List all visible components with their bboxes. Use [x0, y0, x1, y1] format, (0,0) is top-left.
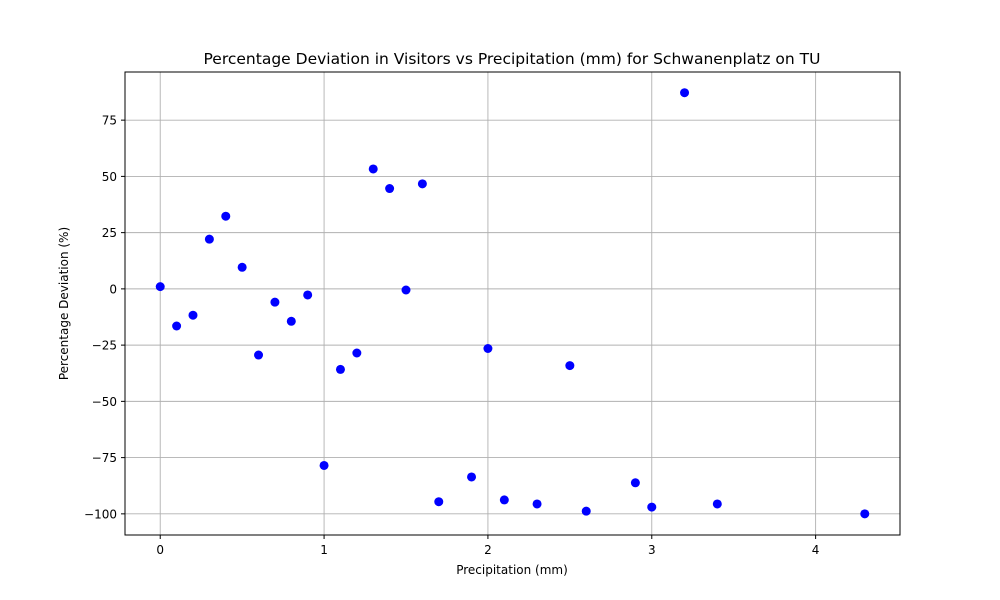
data-point — [860, 509, 870, 519]
data-point — [565, 361, 575, 371]
data-point — [204, 234, 214, 244]
x-axis-label: Precipitation (mm) — [456, 563, 568, 577]
data-point — [188, 310, 198, 320]
data-point — [630, 478, 640, 488]
data-point — [172, 321, 182, 331]
plot-frame — [124, 71, 901, 536]
data-point — [434, 497, 444, 507]
data-point — [352, 348, 362, 358]
chart-title: Percentage Deviation in Visitors vs Prec… — [204, 50, 821, 68]
data-point — [286, 316, 296, 326]
data-point — [532, 499, 542, 509]
data-point — [254, 350, 264, 360]
data-point — [385, 184, 395, 194]
data-point — [467, 472, 477, 482]
x-tick-label: 1 — [320, 543, 328, 557]
data-point — [368, 164, 378, 174]
y-tick-label: −50 — [92, 395, 117, 409]
data-point — [237, 262, 247, 272]
x-tick-label: 2 — [484, 543, 492, 557]
data-points — [155, 88, 870, 519]
grid-lines — [125, 72, 900, 535]
y-tick-label: 25 — [102, 226, 117, 240]
data-point — [319, 460, 329, 470]
y-tick-label: 50 — [102, 170, 117, 184]
x-tick-label: 3 — [648, 543, 656, 557]
data-point — [270, 297, 280, 307]
data-point — [712, 499, 722, 509]
axis-ticks: 0 1 2 3 4 75 50 25 0 −25 −50 −75 −100 — [84, 114, 819, 557]
x-tick-label: 0 — [156, 543, 164, 557]
data-point — [417, 179, 427, 189]
data-point — [499, 495, 509, 505]
y-tick-label: −75 — [92, 451, 117, 465]
y-axis-label: Percentage Deviation (%) — [57, 227, 71, 380]
y-tick-label: 75 — [102, 114, 117, 128]
y-tick-label: −25 — [92, 339, 117, 353]
data-point — [155, 282, 165, 292]
y-tick-label: −100 — [84, 507, 117, 521]
y-tick-label: 0 — [109, 282, 117, 296]
data-point — [680, 88, 690, 98]
data-point — [221, 211, 231, 221]
data-point — [483, 343, 493, 353]
data-point — [401, 285, 411, 295]
data-point — [335, 364, 345, 374]
data-point — [581, 506, 591, 516]
data-point — [303, 290, 313, 300]
data-point — [647, 502, 657, 512]
x-tick-label: 4 — [812, 543, 820, 557]
